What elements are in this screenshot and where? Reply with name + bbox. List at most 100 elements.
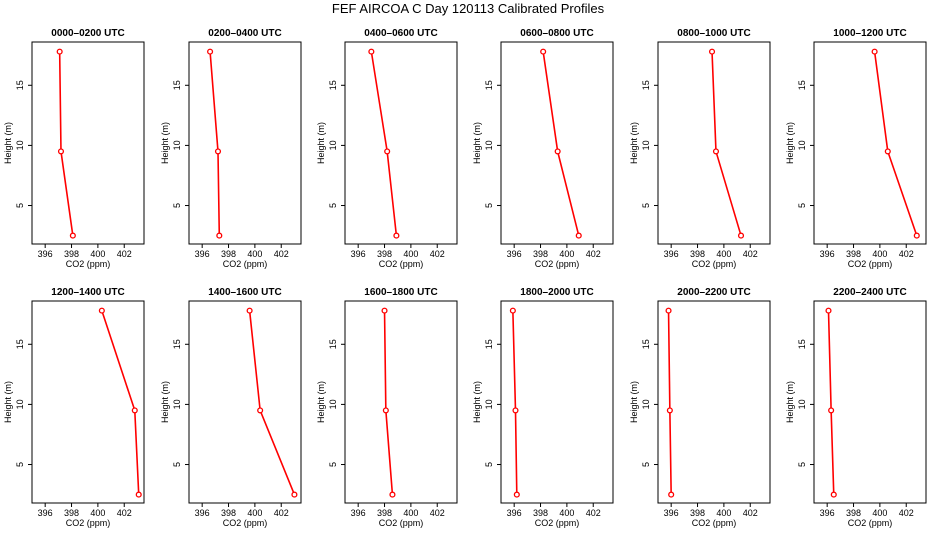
x-tick-label: 396: [664, 249, 679, 259]
data-point: [712, 148, 720, 155]
x-tick-label: 396: [664, 508, 679, 518]
profile-line: [58, 51, 74, 236]
x-tick-label: 402: [430, 508, 445, 518]
y-tick-label: 5: [641, 203, 651, 208]
x-tick-label: 396: [820, 249, 835, 259]
x-tick-label: 398: [846, 249, 861, 259]
data-point: [56, 48, 63, 55]
plot-frame: [657, 300, 771, 504]
data-point: [257, 407, 264, 414]
x-tick-label: 402: [274, 508, 289, 518]
data-point: [214, 148, 222, 155]
panel-title: 0400–0600 UTC: [364, 28, 437, 39]
profile-line: [101, 310, 140, 495]
x-tick-label: 396: [38, 508, 53, 518]
plot-frame: [188, 300, 302, 504]
data-point: [246, 307, 253, 314]
panel-title: 0800–1000 UTC: [677, 28, 750, 39]
data-point: [135, 491, 142, 498]
data-point: [828, 407, 835, 414]
x-tick-label: 398: [377, 508, 392, 518]
data-point: [540, 48, 547, 55]
y-axis-label: Height (m): [785, 122, 795, 164]
y-tick-label: 15: [172, 339, 182, 349]
panel-title: 2200–2400 UTC: [833, 287, 906, 298]
data-point: [554, 148, 561, 155]
profile-line: [542, 51, 580, 236]
panel-title: 1800–2000 UTC: [520, 287, 593, 298]
data-point: [871, 48, 878, 55]
x-tick-label: 402: [117, 508, 132, 518]
x-axis-label: CO2 (ppm): [379, 518, 424, 528]
x-tick-label: 398: [533, 508, 548, 518]
x-tick-label: 402: [274, 249, 289, 259]
y-tick-label: 5: [328, 462, 338, 467]
plot-frame: [188, 41, 302, 245]
x-tick-label: 402: [586, 249, 601, 259]
data-point: [513, 491, 520, 498]
x-tick-label: 400: [872, 508, 887, 518]
data-point: [884, 148, 891, 155]
y-tick-label: 10: [797, 140, 807, 150]
x-tick-label: 396: [507, 508, 522, 518]
y-tick-label: 5: [797, 462, 807, 467]
x-tick-label: 402: [117, 249, 132, 259]
x-tick-label: 396: [351, 508, 366, 518]
y-tick-label: 10: [172, 399, 182, 409]
x-tick-label: 402: [899, 249, 914, 259]
y-tick-label: 5: [328, 203, 338, 208]
x-tick-label: 398: [533, 249, 548, 259]
panel-title: 0000–0200 UTC: [51, 28, 124, 39]
x-tick-label: 398: [64, 508, 79, 518]
plot-frame: [31, 300, 145, 504]
data-point: [913, 232, 920, 239]
x-tick-label: 396: [195, 249, 210, 259]
y-axis-label: Height (m): [472, 122, 482, 164]
panel-title: 1000–1200 UTC: [833, 28, 906, 39]
y-tick-label: 10: [15, 140, 25, 150]
data-point: [665, 307, 672, 314]
data-point: [668, 491, 675, 498]
data-point: [737, 232, 745, 239]
x-tick-label: 396: [195, 508, 210, 518]
x-axis-label: CO2 (ppm): [535, 518, 580, 528]
y-tick-label: 15: [641, 80, 651, 90]
profile-line: [873, 51, 918, 236]
data-point: [368, 48, 375, 55]
x-tick-label: 400: [872, 249, 887, 259]
y-tick-label: 15: [484, 80, 494, 90]
x-axis-label: CO2 (ppm): [848, 259, 893, 269]
data-point: [382, 407, 389, 414]
panel-title: 1200–1400 UTC: [51, 287, 124, 298]
y-tick-label: 15: [328, 339, 338, 349]
y-axis-label: Height (m): [3, 381, 13, 423]
data-point: [825, 307, 832, 314]
y-tick-label: 5: [15, 462, 25, 467]
profile-line: [248, 310, 296, 495]
data-point: [509, 307, 516, 314]
x-tick-label: 402: [899, 508, 914, 518]
y-tick-label: 5: [484, 462, 494, 467]
plot-frame: [813, 41, 927, 245]
x-tick-label: 400: [90, 508, 105, 518]
y-tick-label: 5: [172, 203, 182, 208]
y-axis-label: Height (m): [160, 381, 170, 423]
x-tick-label: 400: [559, 249, 574, 259]
plot-frame: [813, 300, 927, 504]
y-axis-label: Height (m): [316, 122, 326, 164]
x-axis-label: CO2 (ppm): [66, 518, 111, 528]
y-tick-label: 10: [484, 399, 494, 409]
y-tick-label: 5: [797, 203, 807, 208]
data-point: [512, 407, 519, 414]
data-point: [216, 232, 223, 239]
x-tick-label: 400: [403, 249, 418, 259]
y-tick-label: 5: [484, 203, 494, 208]
plot-frame: [31, 41, 145, 245]
y-tick-label: 10: [797, 399, 807, 409]
panel-title: 1400–1600 UTC: [208, 287, 281, 298]
panel-title: 0200–0400 UTC: [208, 28, 281, 39]
y-tick-label: 10: [484, 140, 494, 150]
data-point: [708, 48, 716, 55]
y-tick-label: 10: [328, 399, 338, 409]
